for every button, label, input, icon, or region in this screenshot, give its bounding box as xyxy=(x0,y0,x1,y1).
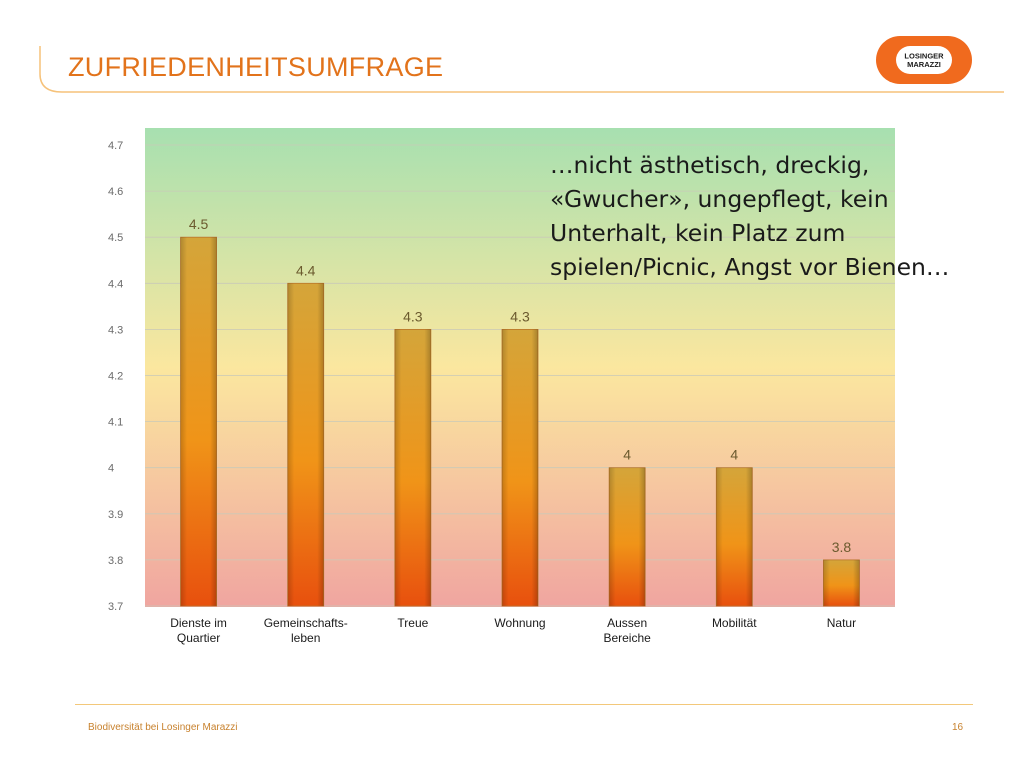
bar-chart: 3.73.83.944.14.24.34.44.54.64.7 4.54.44.… xyxy=(108,128,895,645)
x-tick-label: Dienste im xyxy=(170,616,227,630)
y-tick-label: 4.2 xyxy=(108,371,123,383)
data-label: 3.8 xyxy=(832,539,852,555)
logo-text-line2: MARAZZI xyxy=(907,60,941,69)
x-tick-label: Gemeinschafts- xyxy=(264,616,348,630)
y-axis-ticks: 3.7 3.8 3.9 4 4.1 4.2 4.3 4.4 4.5 4.6 4.7 xyxy=(108,140,123,613)
x-tick-label: Aussen xyxy=(607,616,647,630)
data-label: 4.3 xyxy=(403,308,423,324)
annotation-text: …nicht ästhetisch, dreckig, «Gwucher», u… xyxy=(550,151,950,281)
data-label: 4.3 xyxy=(510,308,530,324)
bar-shading xyxy=(716,467,753,606)
bars xyxy=(180,236,860,607)
bar-shading xyxy=(394,329,431,606)
bar-shading xyxy=(287,283,324,606)
bar-shading xyxy=(823,559,860,606)
data-label: 4 xyxy=(623,447,631,463)
slide-title: ZUFRIEDENHEITSUMFRAGE xyxy=(68,52,444,82)
y-tick-label: 4.4 xyxy=(108,278,123,290)
data-label: 4 xyxy=(730,447,738,463)
page-number: 16 xyxy=(952,722,964,733)
bar-shading xyxy=(180,237,217,606)
losinger-marazzi-logo: LOSINGER MARAZZI xyxy=(876,36,972,84)
y-tick-label: 3.7 xyxy=(108,601,123,613)
y-tick-label: 4 xyxy=(108,463,114,475)
header-decoration-line xyxy=(39,46,1004,93)
y-tick-label: 3.9 xyxy=(108,509,123,521)
footer-text: Biodiversität bei Losinger Marazzi xyxy=(88,722,238,733)
x-tick-label: Treue xyxy=(397,616,428,630)
x-tick-label: Bereiche xyxy=(603,631,651,645)
y-tick-label: 4.7 xyxy=(108,140,123,152)
data-label: 4.5 xyxy=(189,216,209,232)
logo-text-line1: LOSINGER xyxy=(904,52,944,61)
data-label: 4.4 xyxy=(296,262,316,278)
data-labels: 4.5 4.4 4.3 4.3 4 4 3.8 xyxy=(189,216,852,555)
y-tick-label: 4.6 xyxy=(108,186,123,198)
y-tick-label: 4.3 xyxy=(108,324,123,336)
bar-shading xyxy=(502,329,538,606)
y-tick-label: 4.1 xyxy=(108,417,123,429)
y-tick-label: 3.8 xyxy=(108,555,123,567)
x-tick-label: Quartier xyxy=(177,631,220,645)
x-tick-label: Mobilität xyxy=(712,616,757,630)
bar-shading xyxy=(609,467,646,606)
x-tick-label: Natur xyxy=(827,616,856,630)
y-tick-label: 4.5 xyxy=(108,232,123,244)
x-tick-label: leben xyxy=(291,631,320,645)
footer-divider xyxy=(75,704,973,705)
x-tick-label: Wohnung xyxy=(494,616,545,630)
